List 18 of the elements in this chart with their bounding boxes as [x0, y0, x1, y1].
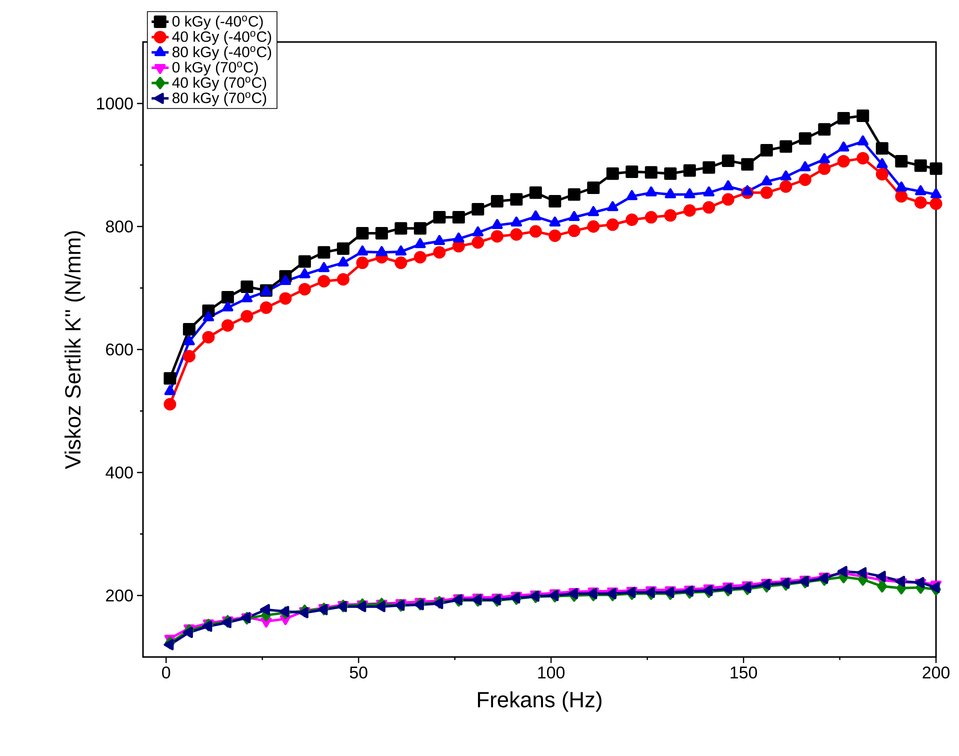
x-tick-label: 0: [162, 666, 170, 679]
x-axis-title: Frekans (Hz): [478, 691, 602, 712]
y-axis-title: Viskoz Sertlik K'' (N/mm): [64, 231, 85, 470]
y-tick-label: 600: [106, 344, 133, 356]
legend-label: 80 kGy (70$^{o}$C): [172, 92, 266, 106]
legend-label: 40 kGy (-40$^{o}$C): [172, 30, 272, 45]
y-tick-label: 800: [106, 220, 133, 232]
x-tick-label: 50: [350, 666, 368, 679]
legend-label: 80 kGy (-40$^{o}$C): [172, 46, 272, 60]
y-tick-label: 400: [106, 466, 133, 478]
legend-label: 0 kGy (-40$^{o}$C): [172, 16, 263, 30]
y-tick-label: 200: [106, 590, 133, 602]
legend-label: 0 kGy (70$^{o}$C): [172, 62, 258, 76]
y-tick-label: 1000: [97, 97, 133, 110]
x-tick-label: 100: [538, 666, 565, 679]
x-tick-label: 200: [922, 666, 950, 679]
legend-label: 40 kGy (70$^{o}$C): [172, 76, 266, 91]
x-tick-label: 150: [730, 666, 758, 679]
